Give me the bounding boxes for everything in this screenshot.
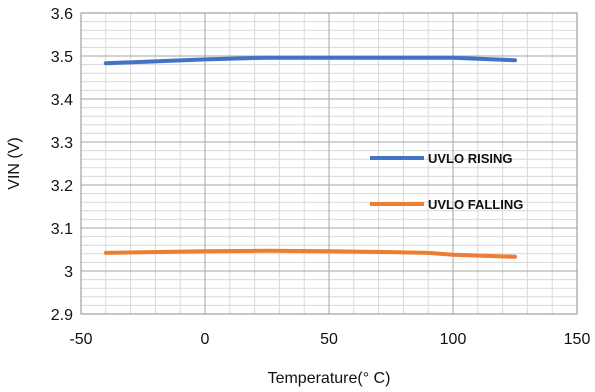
y-tick-label: 3 xyxy=(64,264,73,281)
y-tick-label: 3.1 xyxy=(51,221,73,238)
x-tick-label: -50 xyxy=(69,331,92,348)
y-tick-label: 3.3 xyxy=(51,135,73,152)
y-axis-title: VIN (V) xyxy=(6,137,23,189)
x-tick-label: 0 xyxy=(201,331,210,348)
legend-label: UVLO FALLING xyxy=(428,197,523,212)
legend: UVLO RISING UVLO FALLING xyxy=(370,151,523,212)
y-tick-label: 3.4 xyxy=(51,92,73,109)
x-axis-tick-labels: -50 0 50 100 150 xyxy=(69,331,590,348)
legend-label: UVLO RISING xyxy=(428,151,513,166)
y-tick-label: 3.6 xyxy=(51,6,73,23)
y-tick-label: 3.5 xyxy=(51,49,73,66)
series-lines xyxy=(103,55,517,259)
plot-area-border xyxy=(80,12,578,315)
x-tick-label: 150 xyxy=(564,331,591,348)
series-line-uvlo-rising xyxy=(103,55,517,66)
y-axis-tick-labels: 2.9 3 3.1 3.2 3.3 3.4 3.5 3.6 xyxy=(51,6,73,324)
x-tick-label: 100 xyxy=(440,331,467,348)
y-tick-label: 3.2 xyxy=(51,178,73,195)
y-tick-label: 2.9 xyxy=(51,307,73,324)
series-line-uvlo-falling xyxy=(103,248,517,259)
x-tick-label: 50 xyxy=(320,331,338,348)
major-gridlines xyxy=(81,13,577,314)
x-axis-title: Temperature(° C) xyxy=(268,370,391,387)
